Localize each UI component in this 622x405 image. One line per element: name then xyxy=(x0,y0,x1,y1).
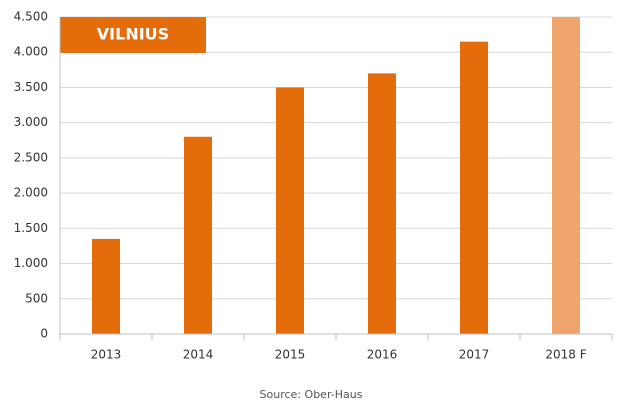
y-tick-label: 4.500 xyxy=(14,10,48,24)
title-box xyxy=(60,17,206,53)
x-tick-label: 2013 xyxy=(91,348,122,362)
y-tick-label: 3.000 xyxy=(14,115,48,129)
y-tick-label: 3.500 xyxy=(14,80,48,94)
bar xyxy=(276,87,304,334)
y-tick-label: 2.000 xyxy=(14,186,48,200)
y-tick-label: 0 xyxy=(40,327,48,341)
x-tick-label: 2014 xyxy=(183,348,214,362)
chart-title: VILNIUS xyxy=(97,25,169,44)
bar xyxy=(184,136,212,334)
source: Source: Ober-Haus xyxy=(260,388,363,401)
y-tick-label: 500 xyxy=(25,291,48,305)
bar xyxy=(552,17,580,334)
x-tick-label: 2015 xyxy=(275,348,306,362)
x-tick-label: 2018 F xyxy=(545,348,586,362)
y-tick-label: 2.500 xyxy=(14,150,48,164)
bar xyxy=(92,238,120,334)
y-tick-label: 4.000 xyxy=(14,45,48,59)
x-tick-label: 2017 xyxy=(459,348,490,362)
y-tick-label: 1.000 xyxy=(14,256,48,270)
bar xyxy=(460,41,488,335)
x-tick-label: 2016 xyxy=(367,348,398,362)
y-tick-label: 1.500 xyxy=(14,221,48,235)
bar xyxy=(368,73,396,334)
